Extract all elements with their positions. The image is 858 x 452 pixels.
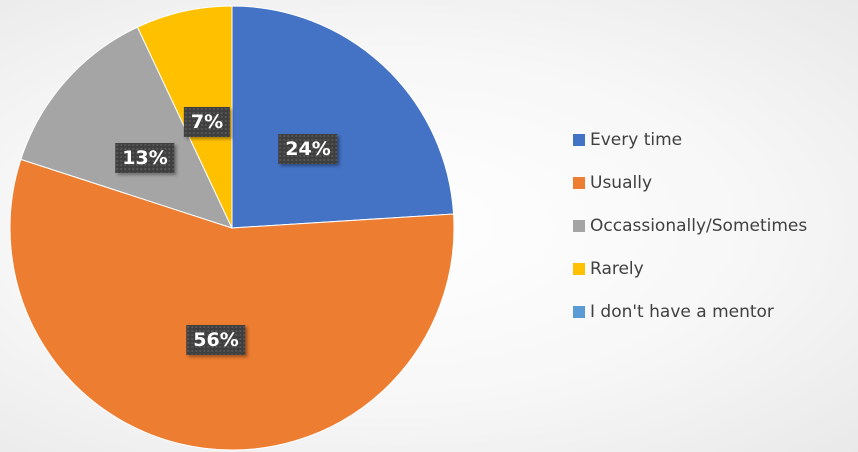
data-label-rarely: 7%	[183, 107, 231, 137]
legend-item: Rarely	[573, 254, 807, 284]
legend-swatch	[573, 134, 585, 146]
data-label-usually: 56%	[186, 325, 246, 355]
data-label-every-time: 24%	[278, 134, 338, 164]
legend: Every time Usually Occassionally/Sometimes…	[573, 125, 807, 327]
pie-slice-every-time	[231, 5, 455, 229]
legend-item: Occassionally/Sometimes	[573, 211, 807, 241]
legend-label: Occassionally/Sometimes	[590, 216, 808, 236]
pie-slice-usually	[9, 158, 455, 451]
legend-label: Rarely	[590, 259, 644, 279]
legend-swatch	[573, 220, 585, 232]
legend-label: Usually	[590, 173, 652, 193]
legend-swatch	[573, 306, 585, 318]
legend-item: Every time	[573, 125, 807, 155]
pie-slice-occassionally-sometimes	[20, 26, 233, 229]
data-label-occassionally-sometimes: 13%	[115, 143, 175, 173]
legend-label: Every time	[590, 130, 683, 150]
legend-item: Usually	[573, 168, 807, 198]
legend-label: I don't have a mentor	[590, 302, 774, 322]
legend-item: I don't have a mentor	[573, 297, 807, 327]
legend-swatch	[573, 263, 585, 275]
legend-swatch	[573, 177, 585, 189]
